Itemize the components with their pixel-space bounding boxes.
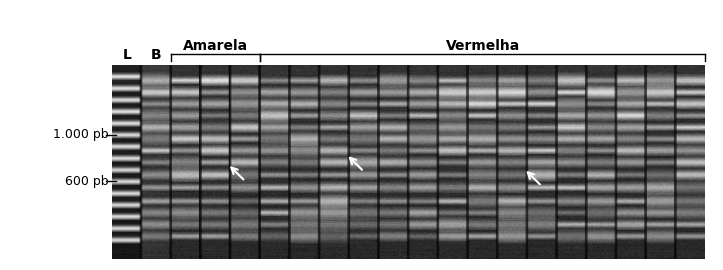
- Text: 600 pb: 600 pb: [65, 175, 108, 188]
- Text: Vermelha: Vermelha: [445, 39, 520, 53]
- Text: 1.000 pb: 1.000 pb: [53, 128, 108, 141]
- Text: B: B: [151, 48, 162, 62]
- Text: Amarela: Amarela: [183, 39, 249, 53]
- Text: L: L: [122, 48, 132, 62]
